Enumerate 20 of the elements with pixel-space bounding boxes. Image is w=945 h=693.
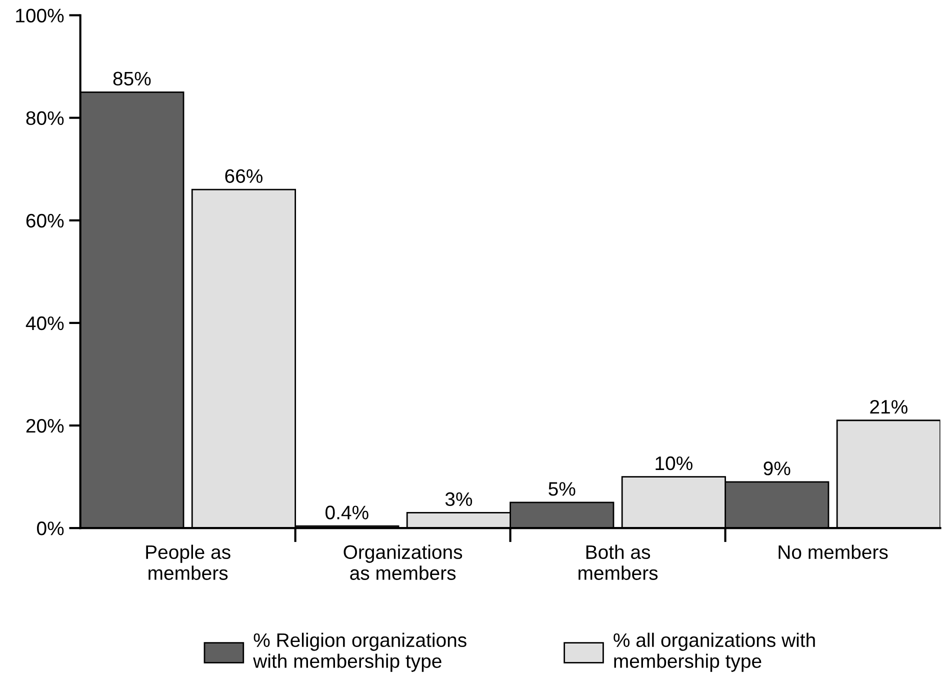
data-label: 85% <box>113 72 151 86</box>
legend-label: % all organizations with membership type <box>614 632 815 672</box>
y-tick-label: 80% <box>26 111 64 126</box>
x-tick-label: No members <box>778 544 888 560</box>
legend-label: % Religion organizations with membership type <box>253 632 466 672</box>
x-tick-label: Both as members <box>578 544 658 580</box>
data-label: 21% <box>870 400 908 414</box>
data-label: 66% <box>225 169 262 183</box>
data-label: 0.4% <box>326 506 368 520</box>
y-tick-label: 20% <box>26 418 64 433</box>
data-label: 3% <box>445 492 472 506</box>
y-tick-label: 60% <box>26 214 64 228</box>
y-tick-label: 100% <box>16 8 64 22</box>
data-label: 9% <box>764 462 790 476</box>
y-tick-label: 0% <box>37 522 64 536</box>
data-label: 5% <box>548 482 576 496</box>
x-tick-label: Organizations as members <box>344 544 462 580</box>
y-tick-label: 40% <box>26 316 64 330</box>
data-label: 10% <box>656 456 692 470</box>
x-tick-label: People as members <box>146 544 230 580</box>
